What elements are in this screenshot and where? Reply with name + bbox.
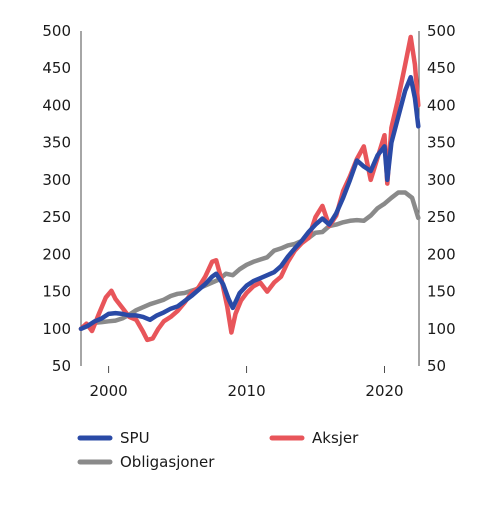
right-y-axis: 50 100 150 200 250 300 350 400 450 500 xyxy=(427,22,456,375)
y-tick-label-right: 350 xyxy=(427,134,456,152)
legend-label-obligasjoner: Obligasjoner xyxy=(120,453,215,471)
y-tick-label-left: 450 xyxy=(42,59,71,77)
x-tick-label: 2000 xyxy=(89,382,127,400)
y-tick-label-right: 450 xyxy=(427,59,456,77)
y-tick-label-left: 350 xyxy=(42,134,71,152)
y-tick-label-right: 200 xyxy=(427,245,456,263)
y-tick-label-left: 400 xyxy=(42,96,71,114)
y-tick-label-left: 100 xyxy=(42,320,71,338)
left-y-axis: 50 100 150 200 250 300 350 400 450 500 xyxy=(42,22,71,375)
y-tick-label-left: 300 xyxy=(42,171,71,189)
y-tick-label-right: 100 xyxy=(427,320,456,338)
y-tick-label-right: 50 xyxy=(427,357,446,375)
legend-label-spu: SPU xyxy=(120,429,150,447)
y-tick-label-right: 150 xyxy=(427,283,456,301)
y-tick-label-left: 150 xyxy=(42,283,71,301)
series-line-aksjer xyxy=(78,34,421,343)
plot-area xyxy=(78,34,421,343)
series-line-obligasjoner xyxy=(78,190,421,332)
y-tick-label-right: 400 xyxy=(427,96,456,114)
x-tick-label: 2010 xyxy=(227,382,265,400)
legend-label-aksjer: Aksjer xyxy=(312,429,359,447)
x-axis: 2000 2010 2020 xyxy=(89,366,404,400)
y-tick-label-right: 250 xyxy=(427,208,456,226)
y-tick-label-left: 200 xyxy=(42,245,71,263)
legend: SPU Aksjer Obligasjoner xyxy=(77,429,359,471)
y-tick-label-left: 250 xyxy=(42,208,71,226)
x-tick-label: 2020 xyxy=(365,382,403,400)
y-tick-label-right: 500 xyxy=(427,22,456,40)
y-tick-label-right: 300 xyxy=(427,171,456,189)
y-tick-label-left: 500 xyxy=(42,22,71,40)
series-line-spu xyxy=(78,74,421,332)
y-tick-label-left: 50 xyxy=(52,357,71,375)
